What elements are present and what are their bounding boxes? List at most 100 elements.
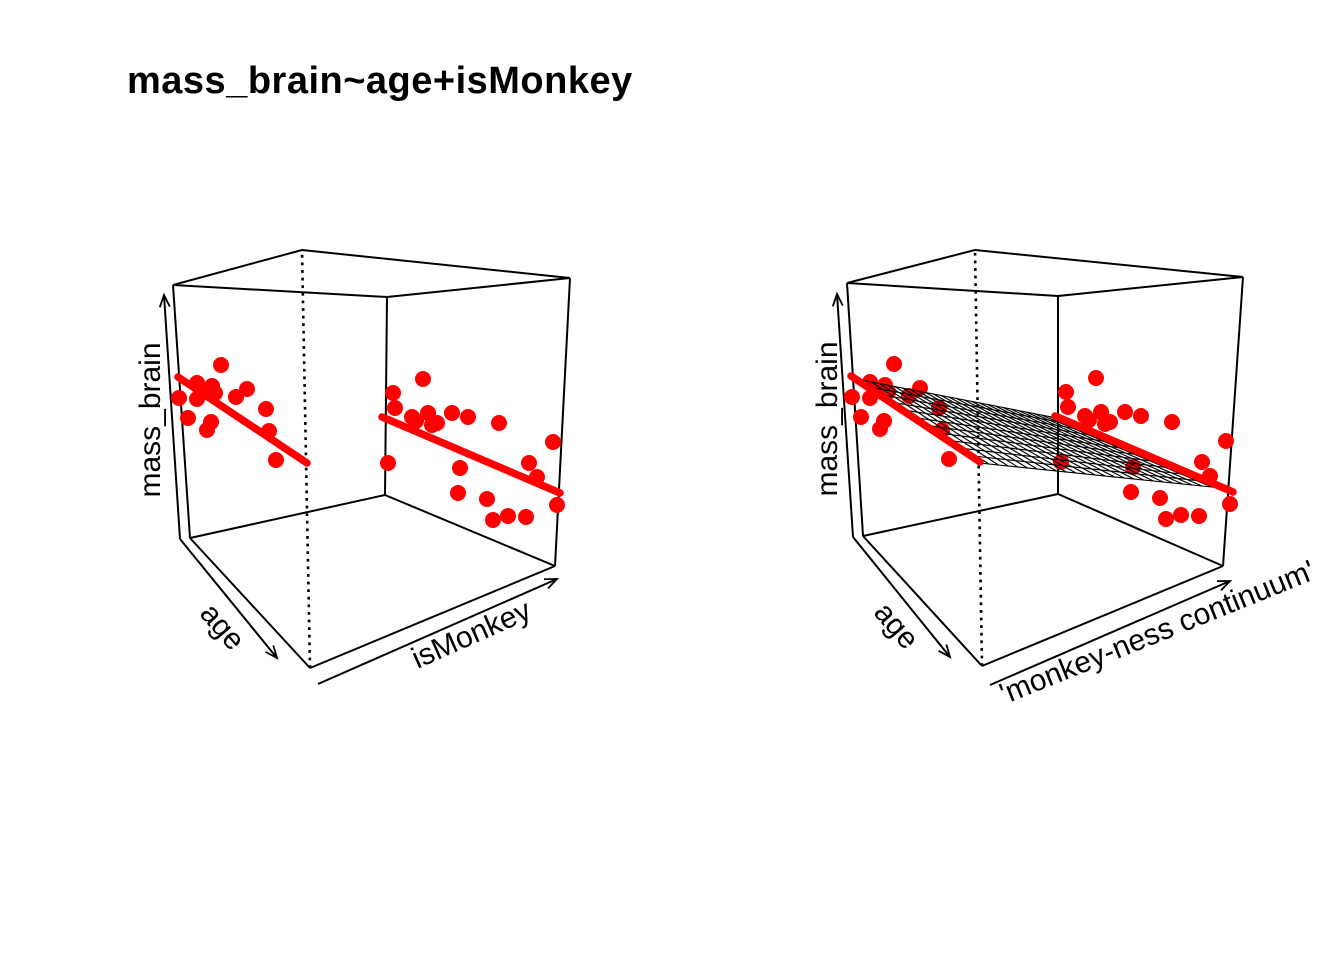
data-point: [1222, 496, 1238, 512]
data-point: [518, 509, 534, 525]
mesh-line-short: [948, 396, 1096, 476]
data-point: [452, 460, 468, 476]
data-point: [408, 413, 424, 429]
data-point: [239, 381, 255, 397]
y-axis-label: 'monkey-ness continuum': [995, 554, 1319, 711]
point-group-isMonkey_1: [380, 371, 565, 528]
mesh-line-short: [925, 392, 1067, 473]
mesh-line-short: [878, 383, 1009, 467]
mesh-line-short: [1018, 409, 1183, 485]
data-point: [886, 356, 902, 372]
data-point: [1164, 414, 1180, 430]
box-edge: [309, 565, 556, 669]
near-corner-edge-dotted: [300, 249, 312, 669]
box-edge: [846, 282, 864, 537]
x-axis-arrow-line: [852, 536, 952, 659]
box-edge: [862, 493, 1059, 537]
z-axis: mass_brain: [811, 291, 854, 538]
data-point: [500, 508, 516, 524]
data-point: [258, 401, 274, 417]
data-point: [171, 390, 187, 406]
data-point: [199, 422, 215, 438]
box-edge: [172, 249, 303, 286]
data-point: [549, 497, 565, 513]
box-edge: [172, 284, 191, 539]
data-point: [444, 405, 460, 421]
data-point: [1088, 370, 1104, 386]
data-point: [1173, 507, 1189, 523]
x-axis: age: [179, 538, 279, 660]
mesh-line-short: [1025, 411, 1193, 486]
data-point: [1102, 414, 1118, 430]
y-axis: 'monkey-ness continuum': [989, 554, 1320, 711]
data-point: [450, 485, 466, 501]
mesh-line-short: [956, 398, 1106, 477]
box-edge: [386, 277, 571, 298]
chart-title: mass_brain~age+isMonkey: [127, 60, 633, 102]
mesh-line-short: [894, 386, 1028, 469]
data-point: [1194, 454, 1210, 470]
mesh-line-short: [963, 399, 1115, 478]
mesh-line-short: [933, 393, 1077, 474]
z-axis-label: mass_brain: [811, 341, 844, 496]
mesh-line-short: [902, 387, 1038, 470]
y-axis-arrow-line: [989, 580, 1233, 686]
box-edge: [846, 282, 1059, 297]
box-edge: [301, 249, 571, 279]
data-point: [415, 371, 431, 387]
mesh-line-short: [909, 389, 1048, 471]
box-edge: [554, 277, 571, 567]
box-edge: [862, 535, 983, 667]
data-point: [1081, 412, 1097, 428]
mesh-line-short: [917, 390, 1057, 472]
data-point: [485, 512, 501, 528]
data-point: [1191, 508, 1207, 524]
mesh-line-short: [1010, 408, 1174, 484]
mesh-line-short: [971, 401, 1125, 479]
z-axis-arrow-line: [158, 292, 181, 540]
mesh-line-short: [987, 404, 1145, 481]
y-axis: isMonkey: [317, 578, 560, 685]
data-point: [912, 380, 928, 396]
data-point: [1133, 408, 1149, 424]
mesh-line-short: [994, 405, 1154, 482]
data-point: [521, 455, 537, 471]
box-edge: [1057, 493, 1224, 567]
data-points: [171, 357, 565, 528]
data-point: [429, 415, 445, 431]
y-axis-arrow-line: [317, 578, 560, 685]
data-point: [853, 409, 869, 425]
mesh-line-short: [1041, 414, 1212, 488]
mesh-line-short: [886, 384, 1019, 468]
fit-line-isMonkey-0: [847, 372, 984, 466]
data-point: [1152, 490, 1168, 506]
data-point: [545, 434, 561, 450]
box-edge: [189, 537, 311, 669]
near-corner-edge-dotted: [973, 249, 984, 667]
fit-line-isMonkey-1: [1051, 412, 1237, 496]
z-axis-label: mass_brain: [134, 342, 167, 497]
x-axis-arrow-line: [179, 538, 279, 660]
data-point: [268, 452, 284, 468]
box-edge: [1057, 276, 1244, 297]
mesh-line-short: [940, 395, 1086, 475]
fit-line-isMonkey-1: [378, 413, 564, 497]
mesh-line-short: [1002, 407, 1164, 483]
data-point: [1117, 404, 1133, 420]
data-point: [941, 451, 957, 467]
z-axis-arrow-line: [831, 291, 854, 538]
x-axis-label: age: [867, 596, 925, 655]
data-point: [228, 389, 244, 405]
data-point: [491, 415, 507, 431]
box-edge: [981, 565, 1224, 667]
box-edge: [384, 494, 556, 567]
data-point: [380, 455, 396, 471]
plot-box-frame: [846, 249, 1244, 667]
data-point: [387, 400, 403, 416]
y-axis-label: isMonkey: [407, 594, 536, 676]
box-edge: [172, 284, 388, 298]
data-point: [180, 410, 196, 426]
mesh-line-short: [871, 381, 999, 466]
x-axis: age: [852, 536, 952, 659]
